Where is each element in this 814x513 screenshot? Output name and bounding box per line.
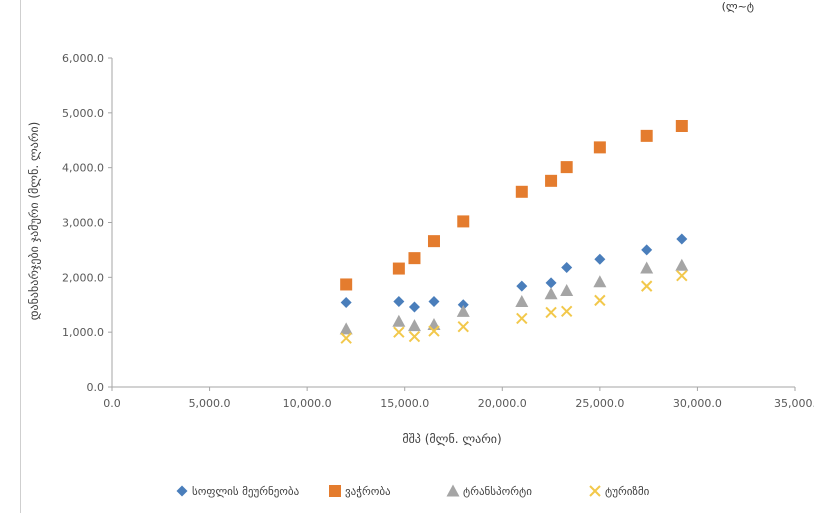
data-point	[407, 319, 421, 332]
marker-x-stroke	[393, 326, 405, 338]
data-point	[339, 322, 353, 335]
x-tick-label: 0.0	[103, 397, 121, 410]
x-tick-label: 5,000.0	[189, 397, 231, 410]
marker-x-stroke	[545, 306, 557, 319]
chart-ticks: 0.0 5,000.0 10,000.0 15,000.0 20,000.0 25,000…	[62, 52, 814, 410]
data-point	[675, 258, 689, 271]
chart-points	[339, 119, 689, 344]
legend-marker	[589, 485, 601, 497]
x-tick-label: 20,000.0	[478, 397, 527, 410]
legend-label: სოფლის მეურნეობა	[192, 485, 300, 498]
data-point	[545, 277, 557, 289]
marker-x-stroke	[589, 485, 601, 497]
data-point	[515, 294, 529, 307]
data-point	[392, 262, 405, 275]
data-point	[676, 233, 688, 245]
data-point	[340, 278, 353, 291]
marker-x-stroke	[428, 325, 440, 337]
marker-x-stroke	[594, 294, 606, 307]
data-point	[427, 235, 440, 248]
data-point	[393, 326, 405, 338]
data-point	[457, 215, 470, 228]
y-tick-label: 5,000.0	[62, 107, 104, 120]
data-point	[640, 129, 653, 142]
data-point	[545, 174, 558, 187]
legend-marker	[329, 485, 341, 497]
data-point	[393, 295, 405, 307]
data-point	[676, 269, 688, 282]
data-point	[427, 317, 441, 330]
data-point	[545, 306, 557, 319]
marker-x-stroke	[676, 269, 688, 282]
data-point	[408, 330, 421, 343]
data-point	[515, 185, 528, 198]
data-point	[516, 280, 528, 292]
data-point	[408, 252, 421, 265]
legend-label: ტურიზმი	[605, 485, 650, 498]
data-point	[640, 261, 654, 274]
x-tick-label: 10,000.0	[283, 397, 332, 410]
data-point	[594, 294, 606, 307]
data-point	[340, 332, 352, 344]
legend-label: ტრანსპორტი	[463, 485, 532, 498]
legend-label: ვაჭრობა	[345, 485, 391, 498]
series-1	[340, 119, 688, 291]
header-fragment: (ლ~ტ	[721, 0, 754, 13]
series-0	[340, 233, 688, 313]
data-point	[516, 312, 528, 325]
data-point	[544, 287, 558, 300]
data-point	[560, 283, 574, 296]
data-point	[428, 295, 440, 307]
marker-x-stroke	[640, 280, 653, 292]
data-point	[561, 261, 573, 273]
x-tick-label: 15,000.0	[380, 397, 429, 410]
frame-left-border	[20, 0, 21, 513]
data-point	[593, 141, 606, 154]
data-point	[456, 304, 470, 317]
chart-legend: სოფლის მეურნეობა ვაჭრობა ტრანსპორტი ტურიზმი	[176, 484, 650, 498]
data-point	[675, 119, 688, 132]
y-axis-label: დანახარჯები ჯამური (მლნ. ლარი)	[27, 122, 41, 321]
chart-axes	[111, 58, 795, 388]
y-tick-label: 0.0	[87, 381, 105, 394]
x-axis-label: მშპ (მლნ. ლარი)	[402, 432, 501, 446]
legend-marker	[176, 485, 188, 497]
y-tick-label: 1,000.0	[62, 326, 104, 339]
data-point	[560, 305, 573, 318]
legend-marker	[446, 484, 460, 497]
marker-x-stroke	[516, 312, 528, 325]
data-point	[428, 325, 440, 337]
marker-x-stroke	[340, 332, 352, 344]
data-point	[408, 301, 420, 313]
series-3	[340, 269, 688, 344]
series-2	[339, 258, 689, 335]
data-point	[457, 320, 469, 333]
marker-x-stroke	[408, 330, 421, 343]
marker-x-stroke	[457, 320, 469, 333]
x-tick-label: 30,000.0	[673, 397, 722, 410]
data-point	[560, 161, 573, 174]
data-point	[640, 280, 653, 292]
data-point	[641, 244, 653, 256]
data-point	[594, 253, 606, 265]
data-point	[340, 297, 352, 309]
x-tick-label: 35,000.	[774, 397, 814, 410]
x-tick-label: 25,000.0	[575, 397, 624, 410]
marker-x-stroke	[560, 305, 573, 318]
y-tick-label: 6,000.0	[62, 52, 104, 65]
y-tick-label: 4,000.0	[62, 162, 104, 175]
y-tick-label: 2,000.0	[62, 271, 104, 284]
data-point	[392, 314, 406, 327]
y-tick-label: 3,000.0	[62, 217, 104, 230]
data-point	[593, 275, 607, 288]
data-point	[457, 299, 469, 311]
